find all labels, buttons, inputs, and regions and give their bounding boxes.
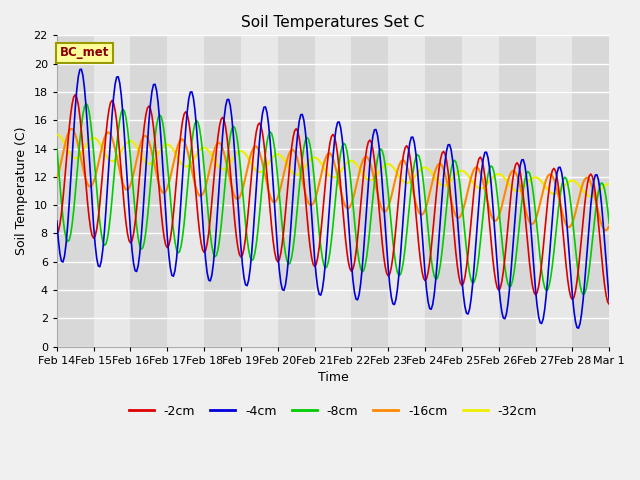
-16cm bbox=[157, 188, 165, 193]
-32cm bbox=[386, 162, 394, 168]
-4cm bbox=[369, 133, 377, 139]
Bar bbox=[131, 36, 167, 347]
Line: -2cm: -2cm bbox=[57, 95, 609, 304]
-32cm bbox=[605, 181, 613, 187]
X-axis label: Time: Time bbox=[317, 372, 348, 384]
-2cm bbox=[540, 245, 547, 251]
-16cm bbox=[540, 187, 547, 193]
Bar bbox=[57, 36, 93, 347]
Text: BC_met: BC_met bbox=[60, 46, 109, 59]
-8cm bbox=[579, 291, 587, 297]
-32cm bbox=[538, 179, 545, 185]
Y-axis label: Soil Temperature (C): Soil Temperature (C) bbox=[15, 127, 28, 255]
Bar bbox=[167, 36, 204, 347]
-16cm bbox=[400, 157, 408, 163]
-8cm bbox=[387, 223, 395, 228]
Bar bbox=[93, 36, 131, 347]
Bar bbox=[425, 36, 462, 347]
-32cm bbox=[367, 177, 375, 183]
-16cm bbox=[68, 126, 76, 132]
-4cm bbox=[53, 218, 61, 224]
-2cm bbox=[400, 151, 408, 157]
-32cm bbox=[53, 132, 61, 137]
-16cm bbox=[70, 128, 77, 134]
-16cm bbox=[602, 228, 610, 233]
-2cm bbox=[387, 264, 395, 270]
Bar bbox=[351, 36, 388, 347]
-4cm bbox=[575, 325, 582, 331]
-8cm bbox=[82, 101, 90, 107]
Bar bbox=[572, 36, 609, 347]
Bar bbox=[315, 36, 351, 347]
-4cm bbox=[77, 66, 85, 72]
-32cm bbox=[156, 148, 163, 154]
-4cm bbox=[605, 298, 613, 303]
-2cm bbox=[157, 209, 165, 215]
-8cm bbox=[400, 257, 408, 263]
-4cm bbox=[157, 139, 165, 144]
-4cm bbox=[400, 209, 408, 215]
Bar bbox=[241, 36, 278, 347]
Bar bbox=[278, 36, 315, 347]
Bar bbox=[536, 36, 572, 347]
Bar bbox=[388, 36, 425, 347]
Line: -4cm: -4cm bbox=[57, 69, 609, 328]
Legend: -2cm, -4cm, -8cm, -16cm, -32cm: -2cm, -4cm, -8cm, -16cm, -32cm bbox=[124, 400, 542, 423]
-8cm bbox=[605, 220, 613, 226]
-32cm bbox=[68, 154, 76, 159]
-2cm bbox=[72, 92, 79, 97]
-4cm bbox=[68, 152, 76, 158]
-8cm bbox=[540, 278, 547, 284]
-2cm bbox=[369, 146, 377, 152]
-32cm bbox=[398, 177, 406, 183]
-2cm bbox=[68, 101, 76, 107]
-4cm bbox=[387, 294, 395, 300]
-8cm bbox=[53, 145, 61, 151]
-8cm bbox=[68, 221, 76, 227]
Line: -8cm: -8cm bbox=[57, 104, 609, 294]
-2cm bbox=[53, 230, 61, 236]
Bar bbox=[204, 36, 241, 347]
Line: -16cm: -16cm bbox=[57, 129, 609, 230]
-16cm bbox=[605, 223, 613, 228]
-4cm bbox=[540, 316, 547, 322]
-2cm bbox=[605, 301, 613, 307]
Bar bbox=[462, 36, 499, 347]
-8cm bbox=[157, 114, 165, 120]
-16cm bbox=[53, 176, 61, 181]
-16cm bbox=[387, 193, 395, 199]
Bar bbox=[499, 36, 536, 347]
-16cm bbox=[369, 170, 377, 176]
Title: Soil Temperatures Set C: Soil Temperatures Set C bbox=[241, 15, 425, 30]
-8cm bbox=[369, 194, 377, 200]
Line: -32cm: -32cm bbox=[57, 134, 609, 197]
-32cm bbox=[587, 194, 595, 200]
